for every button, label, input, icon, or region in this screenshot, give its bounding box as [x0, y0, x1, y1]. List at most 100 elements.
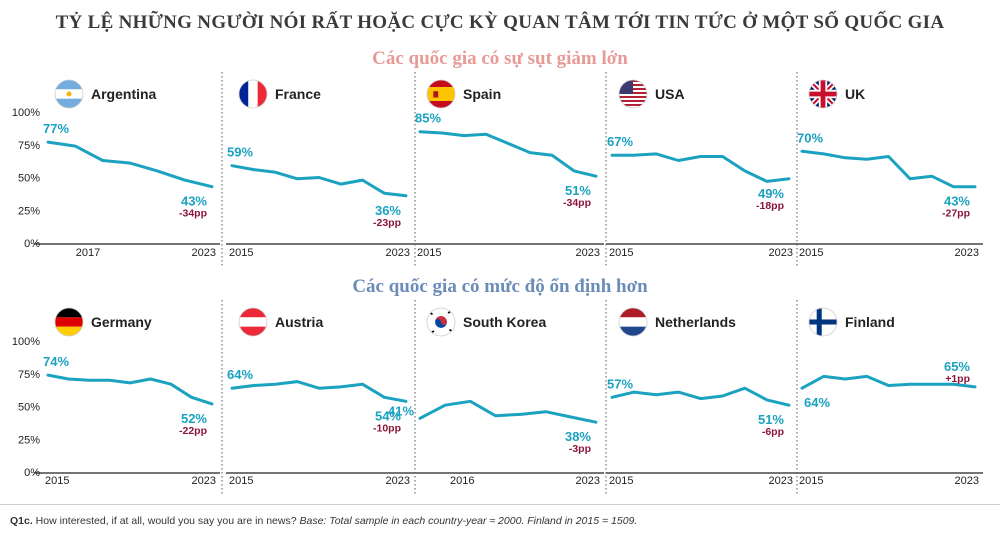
start-value-label: 64%	[227, 367, 253, 382]
footnote-divider	[0, 504, 1000, 505]
country-label: South Korea	[463, 314, 546, 330]
chart-panel-austria: Austria 64% 54%-10pp 2015 2023	[226, 307, 414, 487]
y-tick-label: 0%	[24, 238, 40, 250]
start-value-label: 77%	[43, 121, 69, 136]
start-value-label: 64%	[804, 395, 830, 410]
start-value-label: 74%	[43, 354, 69, 369]
south-korea-flag-icon	[426, 307, 456, 337]
series-line	[610, 386, 791, 407]
change-label: -22pp	[179, 425, 207, 437]
series-line	[418, 399, 598, 424]
end-value-label: 51%	[565, 183, 591, 198]
end-value-label: 51%	[758, 412, 784, 427]
chart-panel-germany: 100% 75% 50% 25% 0% Germany 74% 52%-22pp 2015 202…	[12, 307, 220, 487]
germany-flag-icon	[54, 307, 84, 337]
y-tick-label: 100%	[12, 107, 40, 119]
x-start-label: 2015	[229, 475, 253, 487]
change-label: -10pp	[373, 422, 401, 434]
x-start-label: 2016	[450, 475, 474, 487]
end-value-label: 54%	[375, 408, 401, 423]
footnote-base: Base: Total sample in each country-year …	[299, 515, 638, 527]
end-value-label: 43%	[181, 194, 207, 209]
x-start-label: 2015	[45, 475, 69, 487]
chart-panel-netherlands: Netherlands 57% 51%-6pp 2015 2023	[606, 307, 797, 487]
end-value-label: 36%	[375, 203, 401, 218]
change-label: -34pp	[179, 208, 207, 220]
series-line	[46, 140, 214, 189]
change-label: -18pp	[756, 200, 784, 212]
change-label: -27pp	[942, 208, 970, 220]
x-start-label: 2015	[609, 475, 633, 487]
chart-panel-uk: UK 70% 43%-27pp 2015 2023	[796, 79, 983, 259]
usa-flag-icon	[618, 79, 648, 109]
uk-flag-icon	[808, 79, 838, 109]
change-label: -34pp	[563, 197, 591, 209]
austria-flag-icon	[238, 307, 268, 337]
spain-flag-icon	[426, 79, 456, 109]
start-value-label: 59%	[227, 145, 253, 160]
end-value-label: 65%	[944, 359, 970, 374]
y-tick-label: 100%	[12, 336, 40, 348]
x-start-label: 2015	[229, 247, 253, 259]
end-value-label: 43%	[944, 194, 970, 209]
country-label: Netherlands	[655, 314, 736, 330]
y-tick-label: 50%	[18, 402, 40, 414]
y-tick-label: 25%	[18, 205, 40, 217]
chart-panel-spain: Spain 85% 51%-34pp 2015 2023	[414, 79, 604, 259]
end-value-label: 49%	[758, 186, 784, 201]
chart-panel-usa: USA 67% 49%-18pp 2015 2023	[606, 79, 797, 259]
section-title-large-decline: Các quốc gia có sự sụt giảm lớn	[372, 48, 628, 69]
series-line	[800, 374, 977, 390]
end-value-label: 52%	[181, 411, 207, 426]
chart-panel-argentina: 100% 75% 50% 25% 0% Argentina 77% 43%-34pp 2017 2…	[12, 79, 220, 259]
country-label: Spain	[463, 86, 501, 102]
change-label: -23pp	[373, 217, 401, 229]
x-end-label: 2023	[386, 475, 410, 487]
change-label: -6pp	[762, 426, 784, 438]
section-title-more-stable: Các quốc gia có mức độ ổn định hơn	[352, 276, 648, 297]
x-end-label: 2023	[192, 475, 216, 487]
chart-panel-finland: Finland 64% 65%+1pp 2015 2023	[796, 307, 983, 487]
x-start-label: 2015	[799, 475, 823, 487]
x-end-label: 2023	[955, 247, 979, 259]
x-start-label: 2015	[417, 247, 441, 259]
country-label: USA	[655, 86, 685, 102]
x-end-label: 2023	[386, 247, 410, 259]
end-value-label: 38%	[565, 429, 591, 444]
x-end-label: 2023	[769, 475, 793, 487]
x-end-label: 2023	[576, 475, 600, 487]
country-label: Finland	[845, 314, 895, 330]
footnote-question: How interested, if at all, would you say…	[32, 515, 300, 527]
start-value-label: 85%	[415, 111, 441, 126]
x-end-label: 2023	[955, 475, 979, 487]
x-start-label: 2015	[799, 247, 823, 259]
netherlands-flag-icon	[618, 307, 648, 337]
start-value-label: 67%	[607, 134, 633, 149]
change-label: -3pp	[569, 443, 591, 455]
footnote: Q1c. How interested, if at all, would yo…	[10, 515, 637, 527]
series-line	[230, 164, 408, 198]
x-start-label: 2015	[609, 247, 633, 259]
y-tick-label: 0%	[24, 467, 40, 479]
chart-panel-south-korea: South Korea 41% 38%-3pp 2016 2023	[388, 307, 604, 487]
series-line	[230, 380, 408, 403]
start-value-label: 57%	[607, 376, 633, 391]
y-tick-label: 25%	[18, 434, 40, 446]
series-line	[610, 152, 791, 183]
country-label: Austria	[275, 314, 323, 330]
argentina-flag-icon	[54, 79, 84, 109]
country-label: France	[275, 86, 321, 102]
x-end-label: 2023	[192, 247, 216, 259]
country-label: Germany	[91, 314, 152, 330]
start-value-label: 70%	[797, 130, 823, 145]
y-tick-label: 75%	[18, 140, 40, 152]
x-start-label: 2017	[76, 247, 100, 259]
finland-flag-icon	[808, 307, 838, 337]
y-tick-label: 50%	[18, 173, 40, 185]
change-label: +1pp	[945, 373, 970, 385]
country-label: UK	[845, 86, 865, 102]
series-line	[800, 149, 977, 189]
y-tick-label: 75%	[18, 369, 40, 381]
